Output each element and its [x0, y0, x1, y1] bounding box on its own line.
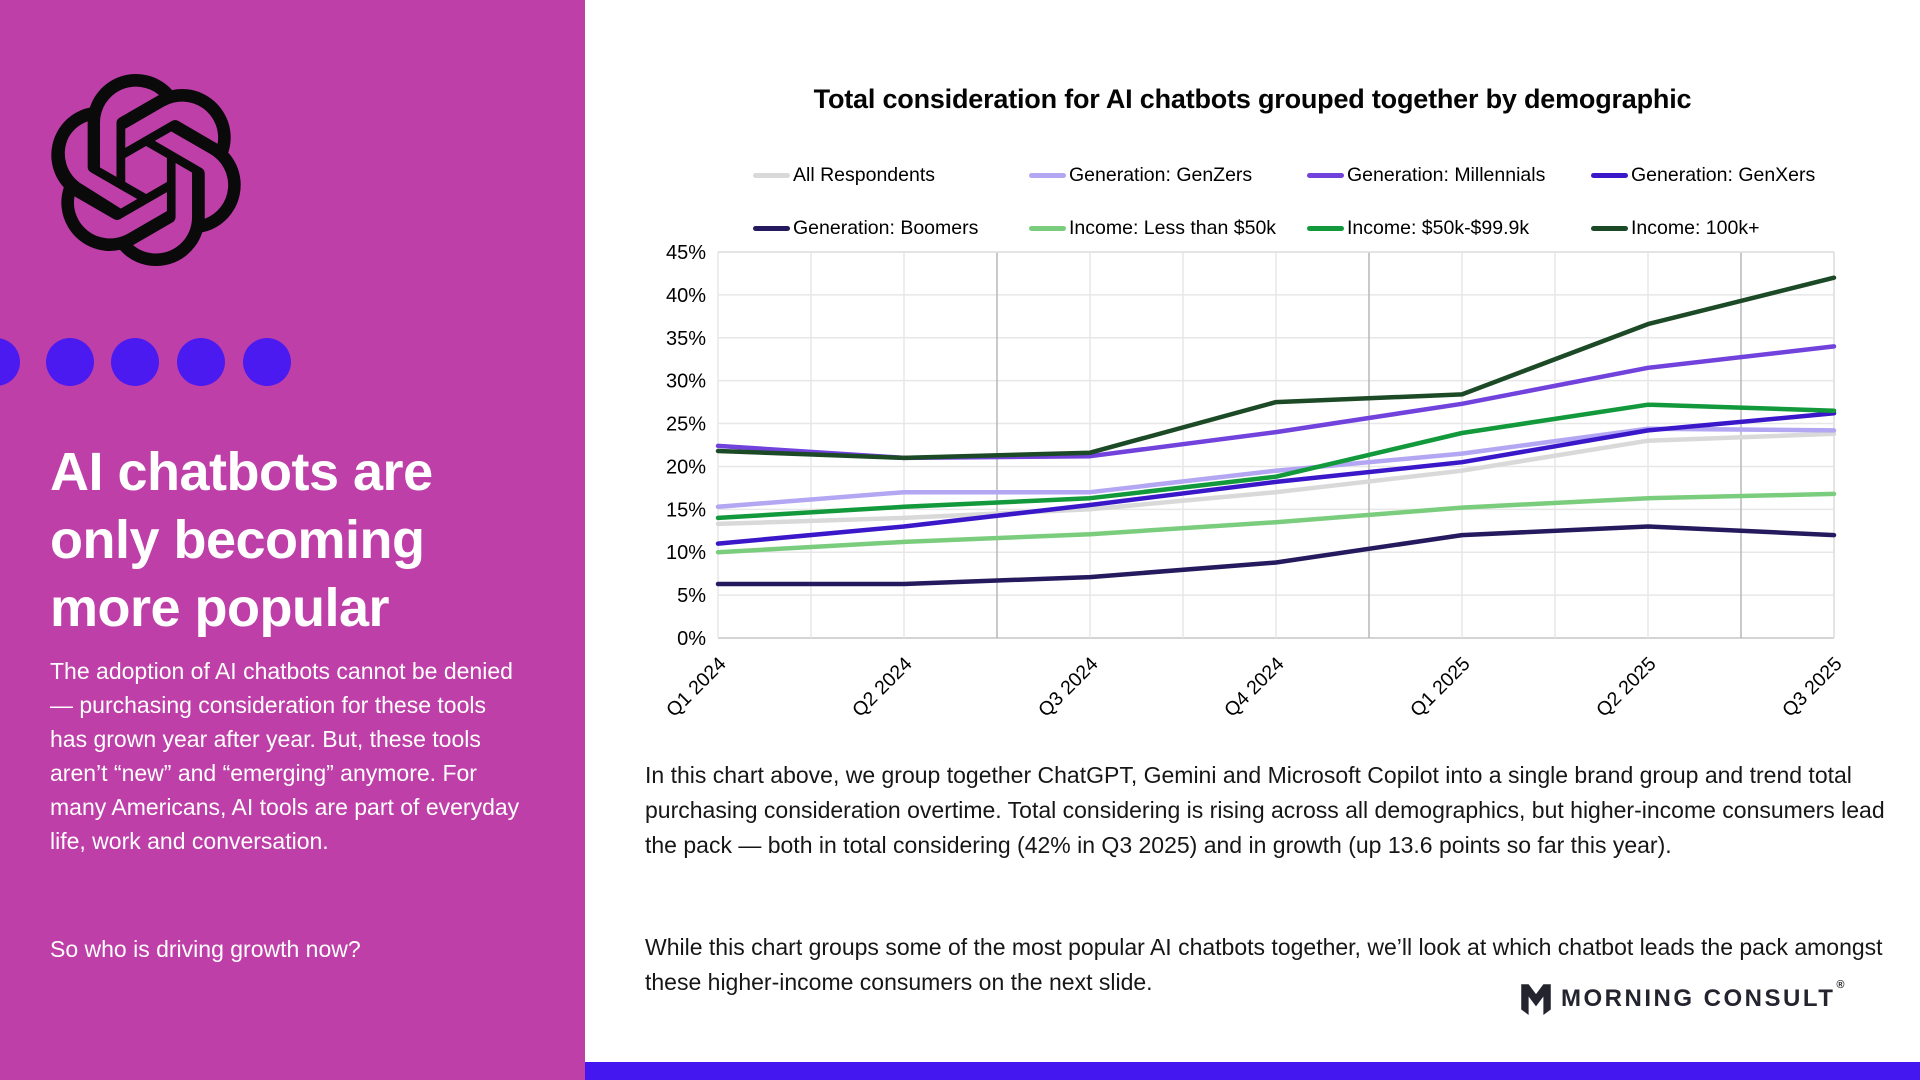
legend-swatch [1029, 225, 1066, 231]
series-line-generation-genxers [715, 411, 1837, 546]
line-chart: 0% 5% 10% 15% 20% 25% 30% 35% 40% 45% Q1 2024 Q2 20… [662, 245, 1847, 722]
legend-label: Income: Less than $50k [1069, 216, 1277, 239]
legend-item: Income: 100k+ [1591, 216, 1759, 240]
svg-text:Q3 2024: Q3 2024 [1034, 653, 1103, 722]
series-line-income-100k- [715, 275, 1837, 461]
legend-swatch [1307, 225, 1344, 231]
registered-mark: ® [1836, 979, 1847, 991]
openai-logo-icon [51, 74, 241, 266]
decorative-dot [0, 338, 20, 386]
legend-label: All Respondents [793, 163, 936, 186]
legend-swatch [753, 225, 790, 231]
legend-label: Generation: GenXers [1631, 163, 1816, 186]
svg-text:30%: 30% [666, 371, 706, 393]
legend-item: Generation: Millennials [1307, 163, 1545, 187]
decorative-dot [111, 338, 159, 386]
morning-consult-m-icon [1521, 984, 1551, 1015]
bottom-accent-bar [585, 1062, 1920, 1080]
legend-swatch [1029, 172, 1066, 178]
legend-item: Generation: GenZers [1029, 163, 1252, 187]
legend-label: Generation: Millennials [1347, 163, 1546, 186]
svg-text:Q2 2024: Q2 2024 [848, 653, 917, 722]
legend-item: All Respondents [753, 163, 935, 187]
svg-text:35%: 35% [666, 328, 706, 350]
decorative-dot [243, 338, 291, 386]
slide-title-line2: only becoming [50, 510, 425, 570]
svg-text:Q1 2025: Q1 2025 [1406, 653, 1475, 722]
svg-text:15%: 15% [666, 499, 706, 521]
svg-text:20%: 20% [666, 456, 706, 478]
svg-text:Q3 2025: Q3 2025 [1778, 653, 1847, 722]
series-line-generation-boomers [715, 524, 1837, 587]
slide-title-line3: more popular [50, 578, 390, 638]
legend-swatch [1591, 172, 1628, 178]
decorative-dot [177, 338, 225, 386]
svg-text:0%: 0% [677, 628, 706, 650]
morning-consult-logo: MORNING CONSULT® [1520, 979, 1847, 1015]
legend-swatch [1307, 172, 1344, 178]
svg-text:5%: 5% [677, 585, 706, 607]
slide-title: AI chatbots are only becoming more popul… [50, 438, 550, 642]
svg-text:10%: 10% [666, 542, 706, 564]
analysis-paragraph-1: In this chart above, we group together C… [645, 762, 1885, 858]
svg-text:Q1 2024: Q1 2024 [662, 653, 731, 722]
legend-swatch [753, 172, 790, 178]
svg-text:Q4 2024: Q4 2024 [1220, 653, 1289, 722]
legend-label: Income: 100k+ [1631, 216, 1760, 239]
slide-intro-text: The adoption of AI chatbots cannot be de… [50, 658, 520, 854]
legend-item: Generation: Boomers [753, 216, 978, 240]
legend-label: Income: $50k-$99.9k [1347, 216, 1530, 239]
decorative-dot [46, 338, 94, 386]
analysis-paragraph-2: While this chart groups some of the most… [645, 934, 1883, 995]
series-line-income-less-than-50k [715, 491, 1837, 555]
left-panel: AI chatbots are only becoming more popul… [0, 0, 585, 1080]
chart-panel: Total consideration for AI chatbots grou… [585, 0, 1920, 1080]
svg-text:Q2 2025: Q2 2025 [1592, 653, 1661, 722]
legend-item: Generation: GenXers [1591, 163, 1815, 187]
legend-label: Generation: GenZers [1069, 163, 1253, 186]
svg-text:45%: 45% [666, 245, 706, 264]
chart-title: Total consideration for AI chatbots grou… [813, 84, 1692, 114]
slide-question-text: So who is driving growth now? [50, 936, 361, 962]
legend-label: Generation: Boomers [793, 216, 979, 239]
series-line-all-respondents [715, 431, 1837, 527]
svg-text:25%: 25% [666, 414, 706, 436]
legend-item: Income: $50k-$99.9k [1307, 216, 1529, 240]
slide-title-line1: AI chatbots are [50, 442, 433, 502]
morning-consult-wordmark: MORNING CONSULT® [1561, 979, 1847, 1012]
series-line-income-50k-99-9k [715, 402, 1837, 521]
legend-item: Income: Less than $50k [1029, 216, 1276, 240]
svg-text:40%: 40% [666, 285, 706, 307]
legend-swatch [1591, 225, 1628, 231]
